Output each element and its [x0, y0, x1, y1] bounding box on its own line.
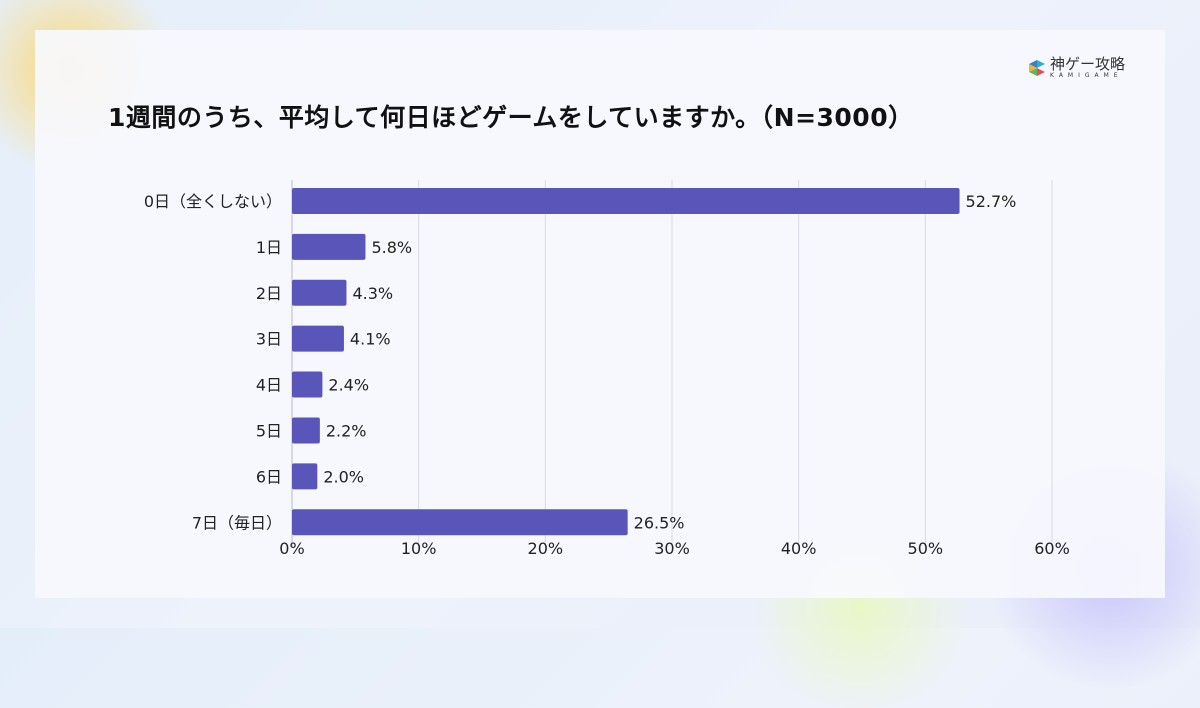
logo-sub: KAMIGAME — [1050, 72, 1123, 79]
category-label: 4日 — [256, 376, 282, 395]
bar — [292, 187, 960, 214]
category-label: 2日 — [256, 284, 282, 303]
category-label: 5日 — [256, 421, 282, 440]
value-label: 4.1% — [350, 330, 391, 349]
value-label: 2.2% — [326, 421, 367, 440]
x-tick-label: 40% — [781, 539, 817, 558]
bar — [292, 371, 323, 398]
logo-icon — [1029, 60, 1045, 76]
x-tick-label: 20% — [528, 539, 564, 558]
category-label: 0日（全くしない） — [144, 192, 282, 211]
category-label: 7日（毎日） — [192, 513, 282, 532]
chart-title: 1週間のうち、平均して何日ほどゲームをしていますか。（N=3000） — [108, 103, 914, 132]
x-tick-label: 30% — [654, 539, 690, 558]
value-label: 4.3% — [352, 284, 393, 303]
value-label: 52.7% — [966, 192, 1017, 211]
bar-chart: 0% 10% 20% 30% 40% 50% 60% 0日（全くしない） 52.7% 1日 5.8%… — [144, 180, 1070, 558]
logo-name: 神ゲー攻略 — [1050, 55, 1126, 73]
category-label: 6日 — [256, 467, 282, 486]
category-label: 3日 — [256, 330, 282, 349]
bar — [292, 233, 366, 260]
value-label: 2.0% — [323, 467, 364, 486]
bar — [292, 325, 344, 352]
value-label: 2.4% — [328, 376, 369, 395]
value-label: 26.5% — [634, 513, 685, 532]
value-label: 5.8% — [371, 238, 412, 257]
x-tick-label: 50% — [908, 539, 944, 558]
bar — [292, 509, 628, 536]
x-tick-label: 10% — [401, 539, 437, 558]
x-tick-label: 0% — [279, 539, 304, 558]
bar — [292, 279, 347, 306]
logo: 神ゲー攻略 KAMIGAME — [1028, 57, 1125, 79]
category-label: 1日 — [256, 238, 282, 257]
bar — [292, 463, 318, 490]
chart-card — [35, 30, 1165, 598]
bar — [292, 417, 320, 444]
x-tick-label: 60% — [1034, 539, 1070, 558]
